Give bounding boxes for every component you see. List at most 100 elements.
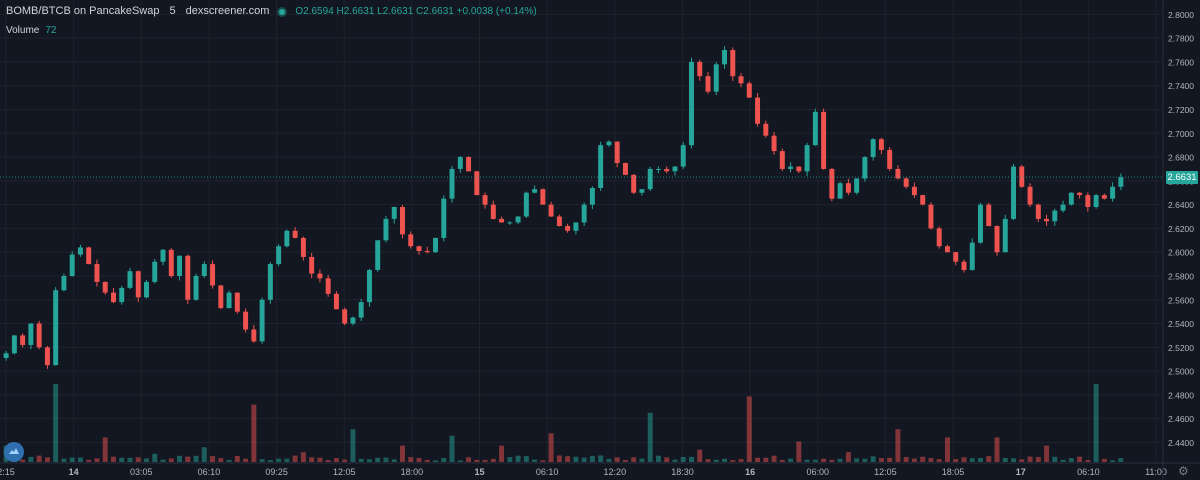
candle: [598, 141, 604, 192]
candle: [391, 206, 397, 224]
candle: [713, 61, 719, 95]
candle: [309, 252, 315, 279]
candle: [226, 290, 232, 309]
volume-label: Volume: [6, 25, 40, 36]
candle: [466, 156, 472, 172]
candle-body: [548, 204, 554, 217]
volume-bar: [713, 459, 719, 462]
candle-body: [482, 195, 488, 205]
candle: [366, 268, 372, 307]
candle: [36, 320, 42, 350]
candle: [86, 246, 92, 265]
candle: [152, 259, 158, 284]
candle: [1044, 214, 1050, 226]
volume-bar: [556, 455, 562, 462]
volume-bar: [1077, 456, 1083, 462]
volume-bar: [920, 456, 926, 462]
volume-bar: [730, 460, 736, 462]
candle: [11, 334, 17, 355]
candle-body: [441, 198, 447, 238]
candle: [565, 223, 571, 233]
candle: [168, 248, 174, 278]
volume-bar: [655, 455, 661, 462]
candle-body: [1027, 186, 1033, 205]
candle-body: [160, 249, 166, 262]
candle: [1052, 208, 1058, 226]
candle-body: [556, 216, 562, 227]
chart-legend: BOMB/BTCB on PancakeSwap 5 dexscreener.c…: [6, 4, 537, 38]
volume-bar: [1019, 459, 1025, 462]
candle: [920, 194, 926, 206]
candle: [1011, 164, 1017, 221]
candle: [903, 176, 909, 189]
volume-bar: [944, 437, 950, 462]
candle: [944, 244, 950, 253]
candle-body: [226, 292, 232, 309]
volume-bar: [333, 458, 339, 462]
candle-body: [1068, 192, 1074, 205]
candle: [482, 192, 488, 209]
candle-body: [1011, 166, 1017, 219]
volume-bar: [589, 455, 595, 462]
candle-body: [523, 192, 529, 217]
candle-body: [1085, 195, 1091, 207]
candle: [854, 178, 860, 195]
candle-body: [920, 195, 926, 205]
candle: [862, 156, 868, 182]
y-tick-label: 2.7000: [1168, 129, 1194, 139]
volume-bar: [424, 459, 430, 462]
candle: [3, 350, 9, 361]
volume-bar: [276, 458, 282, 462]
volume-bar: [20, 459, 26, 462]
volume-bar: [292, 455, 298, 462]
candle: [1110, 182, 1116, 202]
volume-bar: [680, 457, 686, 462]
x-tick-label: 06:10: [536, 467, 559, 477]
candle-body: [639, 189, 645, 193]
candle-body: [1035, 204, 1041, 219]
candle-body: [218, 285, 224, 309]
volume-bar: [499, 445, 505, 462]
volume-bar: [738, 459, 744, 462]
volume-bar: [1002, 457, 1008, 462]
candle-body: [705, 76, 711, 92]
x-tick-label: 11:00: [1145, 467, 1167, 477]
volume-bar: [144, 458, 149, 462]
candle-body: [210, 264, 216, 286]
candle-body: [391, 207, 397, 219]
candle: [292, 227, 298, 239]
symbol-title[interactable]: BOMB/BTCB on PancakeSwap: [6, 5, 160, 17]
ohlc-values: O2.6594 H2.6631 L2.6631 C2.6631 +0.0038 …: [295, 4, 536, 19]
candle-body: [20, 335, 26, 345]
candle: [1093, 193, 1099, 209]
candle-body: [837, 183, 843, 199]
candle-body: [928, 204, 934, 229]
candle: [622, 162, 628, 176]
volume-bar: [614, 457, 620, 462]
candle: [267, 261, 273, 304]
interval-label[interactable]: 5: [169, 5, 176, 17]
candle: [400, 204, 405, 239]
volume-bar: [53, 384, 59, 462]
candle-body: [978, 204, 983, 243]
volume-bar: [961, 457, 967, 462]
volume-bar: [1093, 384, 1099, 462]
candle-body: [763, 123, 769, 136]
volume-bar: [168, 458, 174, 462]
candle: [69, 251, 75, 277]
candle: [102, 281, 108, 295]
dexscreener-logo-icon[interactable]: [4, 442, 24, 462]
candle-body: [259, 299, 265, 342]
candle: [532, 185, 538, 194]
y-tick-label: 2.6800: [1168, 153, 1194, 163]
candle-body: [457, 157, 463, 169]
gear-icon[interactable]: ⚙: [1178, 464, 1189, 478]
candle-body: [28, 323, 34, 345]
candle: [672, 165, 678, 176]
y-tick-label: 2.7800: [1168, 34, 1194, 44]
candle: [614, 141, 620, 168]
volume-bar: [152, 453, 158, 462]
y-tick-label: 2.6000: [1168, 248, 1194, 258]
volume-bar: [887, 457, 893, 462]
